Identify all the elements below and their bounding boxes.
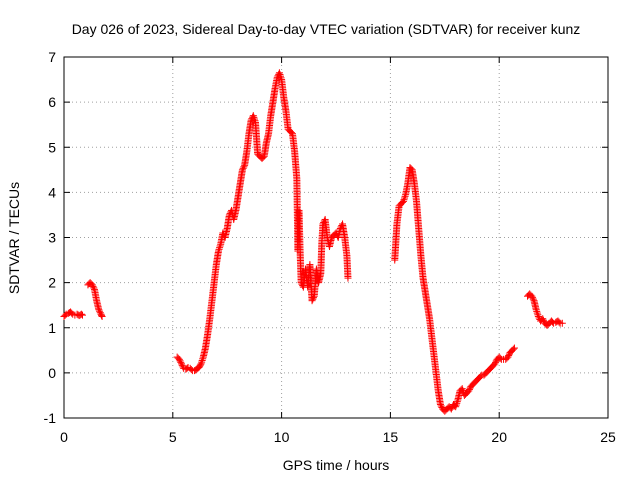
data-point	[251, 117, 259, 125]
y-tick-label: 2	[48, 275, 56, 291]
data-point	[477, 372, 485, 380]
x-tick-label: 10	[274, 429, 290, 445]
data-point	[504, 353, 512, 361]
data-point	[216, 242, 224, 250]
x-tick-label: 5	[169, 429, 177, 445]
data-point	[90, 284, 98, 292]
x-axis-label: GPS time / hours	[283, 457, 390, 473]
data-point	[505, 352, 513, 360]
data-point	[437, 402, 445, 410]
data-point	[277, 72, 285, 80]
x-tick-label: 0	[60, 429, 68, 445]
x-tick-label: 25	[600, 429, 616, 445]
data-point	[214, 247, 222, 255]
data-point	[215, 245, 223, 253]
data-point	[88, 281, 96, 289]
data-segment	[60, 308, 86, 320]
data-point	[555, 318, 563, 326]
data-point	[310, 294, 318, 302]
data-segment	[84, 279, 106, 320]
data-point	[276, 70, 284, 78]
data-point	[309, 295, 317, 303]
data-point	[98, 312, 106, 320]
data-point	[240, 163, 248, 171]
data-point	[492, 358, 500, 366]
data-point	[238, 166, 246, 174]
y-tick-label: 7	[48, 49, 56, 65]
x-tick-label: 20	[491, 429, 507, 445]
data-point	[308, 297, 316, 305]
data-point	[453, 398, 461, 406]
data-point	[175, 355, 183, 363]
data-point	[250, 113, 258, 121]
data-point	[510, 344, 518, 352]
data-point	[216, 244, 224, 252]
data-point	[178, 361, 186, 369]
data-point	[95, 306, 103, 314]
data-point	[529, 295, 537, 303]
data-point	[77, 310, 85, 318]
y-tick-label: 5	[48, 139, 56, 155]
data-point	[539, 316, 547, 324]
data-point	[447, 405, 455, 413]
data-point	[96, 307, 104, 315]
data-point	[399, 197, 407, 205]
data-point	[401, 194, 409, 202]
data-point	[196, 361, 204, 369]
data-point	[558, 319, 566, 327]
data-segment	[173, 69, 352, 375]
x-tick-label: 15	[383, 429, 399, 445]
y-axis-label: SDTVAR / TECUs	[6, 182, 22, 294]
data-point	[496, 354, 504, 362]
data-point	[78, 311, 86, 319]
y-tick-label: 3	[48, 230, 56, 246]
data-point	[452, 403, 460, 411]
data-point	[275, 69, 283, 77]
data-point	[465, 385, 473, 393]
chart-title: Day 026 of 2023, Sidereal Day-to-day VTE…	[72, 21, 581, 37]
data-point	[249, 112, 257, 120]
data-series	[60, 69, 566, 415]
data-point	[401, 192, 409, 200]
data-point	[176, 357, 184, 365]
data-point	[458, 385, 466, 393]
data-point	[98, 311, 106, 319]
data-point	[344, 274, 352, 282]
data-point	[529, 294, 537, 302]
data-point	[533, 307, 541, 315]
y-tick-label: 4	[48, 184, 56, 200]
data-point	[89, 282, 97, 290]
y-tick-label: -1	[44, 410, 57, 426]
data-point	[539, 315, 547, 323]
data-point	[198, 356, 206, 364]
plot-frame	[63, 56, 609, 419]
data-point	[491, 360, 499, 368]
data-point	[534, 311, 542, 319]
data-point	[197, 360, 205, 368]
data-point	[436, 400, 444, 408]
data-point	[459, 386, 467, 394]
data-point	[178, 360, 186, 368]
y-tick-label: 6	[48, 94, 56, 110]
data-point	[532, 306, 540, 314]
data-point	[452, 401, 460, 409]
data-point	[465, 387, 473, 395]
data-point	[509, 345, 517, 353]
data-point	[239, 164, 247, 172]
data-point	[534, 312, 542, 320]
data-point	[453, 399, 461, 407]
y-tick-label: 1	[48, 320, 56, 336]
data-segment	[391, 164, 518, 415]
data-segment	[523, 290, 566, 329]
data-point	[400, 196, 408, 204]
data-point	[177, 358, 185, 366]
data-point	[528, 292, 536, 300]
y-tick-label: 0	[48, 365, 56, 381]
data-point	[198, 358, 206, 366]
data-point	[533, 309, 541, 317]
data-point	[250, 115, 258, 123]
data-point	[199, 355, 207, 363]
data-point	[277, 74, 285, 82]
